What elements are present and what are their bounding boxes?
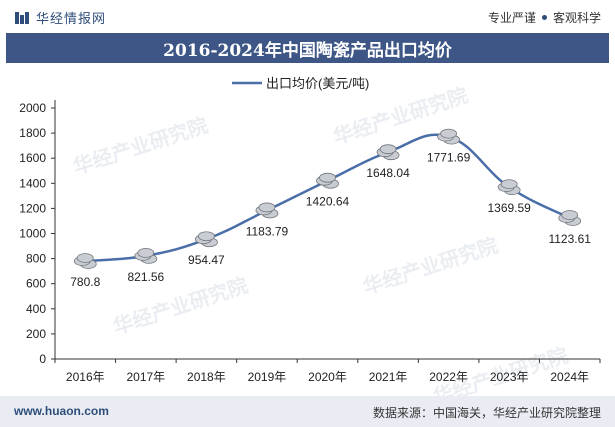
data-label: 1183.79 — [246, 224, 289, 238]
x-tick-label: 2023年 — [490, 370, 529, 384]
y-tick-label: 1800 — [19, 126, 46, 140]
title-bar: 2016-2024年中国陶瓷产品出口均价 — [6, 33, 609, 63]
logo-icon — [15, 11, 29, 24]
x-tick-label: 2018年 — [187, 370, 226, 384]
line-chart: 出口均价(美元/吨) 0 200 400 600 800 1000 1200 1400 1600 1… — [19, 76, 601, 384]
y-tick-label: 1000 — [19, 227, 46, 241]
x-tick-label: 2017年 — [126, 370, 165, 384]
legend-label: 出口均价(美元/吨) — [266, 76, 369, 91]
x-tick-label: 2016年 — [66, 370, 105, 384]
data-label: 1420.64 — [306, 195, 350, 209]
data-label: 1369.59 — [487, 201, 531, 215]
y-tick-label: 1600 — [19, 151, 46, 165]
x-tick-label: 2021年 — [369, 370, 408, 384]
footer-source: 数据来源：中国海关，华经产业研究院整理 — [372, 406, 601, 420]
x-tick-label: 2020年 — [308, 370, 347, 384]
data-label: 1123.61 — [548, 232, 591, 246]
y-tick-label: 0 — [39, 352, 46, 366]
footer-url[interactable]: www.huaon.com — [14, 404, 109, 418]
data-label: 821.56 — [127, 270, 164, 284]
y-tick-label: 1400 — [19, 176, 46, 190]
y-tick-label: 2000 — [19, 101, 46, 115]
y-tick-label: 1200 — [19, 201, 46, 215]
data-point-marker — [134, 247, 158, 264]
data-point-marker — [497, 179, 521, 196]
data-point-marker — [194, 231, 218, 248]
data-label: 1648.04 — [366, 166, 410, 180]
x-tick-label: 2019年 — [248, 370, 287, 384]
y-tick-label: 800 — [26, 252, 46, 266]
data-point-marker — [437, 128, 461, 145]
data-point-marker — [255, 202, 279, 219]
y-tick-label: 600 — [26, 277, 46, 291]
footer-bar: www.huaon.com 数据来源：中国海关，华经产业研究院整理 — [0, 396, 615, 427]
data-point-marker — [376, 144, 400, 161]
x-tick-label: 2022年 — [429, 370, 468, 384]
chart-title: 2016-2024年中国陶瓷产品出口均价 — [163, 40, 452, 61]
data-point-marker — [73, 253, 97, 269]
data-point-marker — [558, 210, 582, 226]
brand-name: 华经情报网 — [36, 11, 107, 26]
y-tick-label: 200 — [26, 327, 46, 341]
data-label: 954.47 — [188, 253, 225, 267]
tagline-right: 客观科学 — [552, 11, 601, 25]
y-tick-label: 400 — [26, 302, 46, 316]
brand[interactable]: 华经情报网 — [14, 8, 106, 27]
data-label: 1771.69 — [427, 151, 471, 165]
data-label: 780.8 — [70, 275, 100, 289]
tagline-left: 专业严谨 — [487, 11, 536, 25]
bullet-icon — [541, 15, 547, 21]
x-tick-label: 2024年 — [550, 370, 589, 384]
header-bar: 华经情报网 专业严谨 客观科学 — [0, 0, 615, 32]
data-point-marker — [316, 172, 339, 189]
tagline: 专业严谨 客观科学 — [488, 9, 601, 26]
